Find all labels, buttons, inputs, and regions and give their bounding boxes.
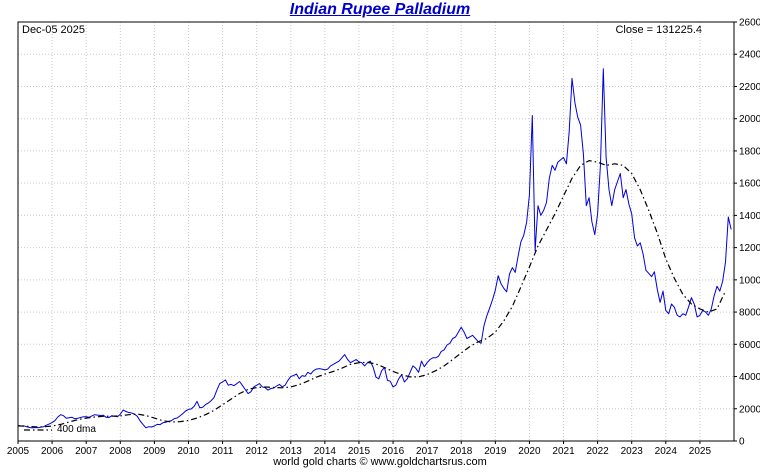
x-axis-label: 2019 <box>484 446 507 457</box>
x-axis-label: 2024 <box>655 446 678 457</box>
x-axis-label: 2013 <box>280 446 303 457</box>
y-axis-label: 200000 <box>739 114 760 125</box>
y-axis-label: 40000 <box>739 372 760 383</box>
date-label: Dec-05 2025 <box>22 24 85 36</box>
y-axis-label: 180000 <box>739 146 760 157</box>
x-axis-label: 2016 <box>382 446 405 457</box>
x-axis-label: 2018 <box>450 446 473 457</box>
x-axis-label: 2009 <box>143 446 166 457</box>
y-axis-label: 160000 <box>739 179 760 190</box>
x-axis-label: 2005 <box>7 446 30 457</box>
close-label: Close = 131225.4 <box>615 24 702 36</box>
x-axis-label: 2025 <box>689 446 712 457</box>
x-axis-label: 2012 <box>246 446 269 457</box>
x-axis-label: 2020 <box>518 446 541 457</box>
dashdot-line-icon <box>24 428 52 431</box>
x-axis-label: 2023 <box>621 446 644 457</box>
y-axis-label: 20000 <box>739 404 760 415</box>
y-axis-label: 260000 <box>739 18 760 29</box>
chart-title: Indian Rupee Palladium <box>289 1 471 18</box>
x-axis-label: 2022 <box>586 446 609 457</box>
y-axis-label: 240000 <box>739 50 760 61</box>
x-axis-label: 2021 <box>552 446 575 457</box>
dma-line <box>17 160 727 428</box>
x-axis-label: 2015 <box>348 446 371 457</box>
y-axis-label: 80000 <box>739 308 760 319</box>
x-axis-label: 2008 <box>109 446 132 457</box>
y-axis-label: 60000 <box>739 340 760 351</box>
y-axis-label: 120000 <box>739 243 760 254</box>
dma-legend: 400 dma <box>24 424 96 435</box>
x-axis-label: 2017 <box>416 446 439 457</box>
price-line <box>17 68 732 429</box>
x-axis-label: 2014 <box>314 446 337 457</box>
x-axis-label: 2006 <box>41 446 64 457</box>
plot-border <box>17 21 735 442</box>
dma-legend-label: 400 dma <box>57 424 96 435</box>
y-axis-label: 100000 <box>739 275 760 286</box>
x-axis-label: 2010 <box>177 446 200 457</box>
x-axis-label: 2011 <box>212 446 234 457</box>
y-axis-label: 220000 <box>739 82 760 93</box>
y-axis-label: 0 <box>739 437 745 448</box>
y-axis-label: 140000 <box>739 211 760 222</box>
x-axis-label: 2007 <box>75 446 98 457</box>
chart-caption: world gold charts © www.goldchartsrus.co… <box>273 456 487 468</box>
